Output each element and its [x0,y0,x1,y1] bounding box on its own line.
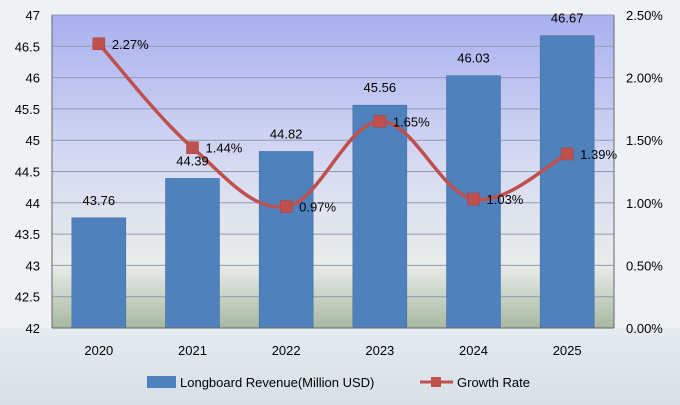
left-tick-label: 44 [26,196,40,211]
bar [71,217,127,329]
growth-rate-label: 1.44% [206,141,243,156]
bar-value-label: 44.39 [176,153,209,168]
bar-value-label: 44.82 [270,126,303,141]
right-tick-label: 1.00% [626,196,663,211]
left-tick-label: 42 [26,321,40,336]
legend-line-label: Growth Rate [457,375,530,390]
right-tick-label: 0.50% [626,258,663,273]
data-labels: 43.76 44.39 44.82 45.56 46.03 46.67 2.27% 1.44%… [83,11,618,215]
x-tick-label: 2024 [459,343,488,358]
bar [539,35,595,329]
legend-bar-label: Longboard Revenue(Million USD) [180,375,374,390]
x-tick-label: 2025 [553,343,582,358]
bar [258,151,314,329]
bar-value-label: 45.56 [364,80,397,95]
growth-rate-marker [560,147,574,161]
right-tick-label: 2.50% [626,8,663,23]
left-tick-label: 43.5 [15,227,40,242]
bar [352,104,408,329]
left-tick-label: 47 [26,8,40,23]
growth-rate-label: 0.97% [299,200,336,215]
growth-rate-marker [279,200,293,213]
bar-value-label: 46.03 [457,51,490,66]
growth-rate-marker [373,115,387,128]
x-tick-label: 2021 [178,343,207,358]
left-tick-label: 42.5 [15,290,40,305]
bar-value-label: 46.67 [551,11,584,26]
x-tick-label: 2020 [84,343,113,358]
bar [165,178,220,329]
x-tick-label: 2023 [365,343,394,358]
left-tick-label: 43 [26,258,40,273]
growth-rate-label: 1.39% [580,147,617,162]
right-tick-label: 1.50% [626,133,663,148]
legend-bar-swatch [147,376,176,388]
legend-band [0,328,680,405]
legend: Longboard Revenue(Million USD) Growth Rat… [147,375,530,390]
growth-rate-label: 2.27% [112,37,149,52]
left-tick-label: 45 [26,133,40,148]
right-tick-label: 2.00% [626,71,663,86]
growth-rate-marker [467,192,480,206]
x-tick-label: 2022 [272,343,301,358]
legend-line-marker [431,377,441,387]
left-tick-label: 46.5 [15,39,40,54]
axes: 42 42.5 43 43.5 44 44.5 45 45.5 46 46.5 47 0.00% 0.5… [15,8,664,358]
bar-value-label: 43.76 [83,193,116,208]
bar-series [71,35,595,329]
growth-rate-marker [186,141,199,154]
growth-rate-label: 1.03% [487,192,524,207]
left-tick-label: 44.5 [15,165,40,180]
left-tick-label: 46 [26,71,40,86]
right-tick-label: 0.00% [626,321,663,336]
left-tick-label: 45.5 [15,102,40,117]
growth-rate-marker [92,37,106,51]
growth-rate-label: 1.65% [393,114,430,129]
grid-lines [52,14,614,298]
growth-rate-series [92,37,574,213]
